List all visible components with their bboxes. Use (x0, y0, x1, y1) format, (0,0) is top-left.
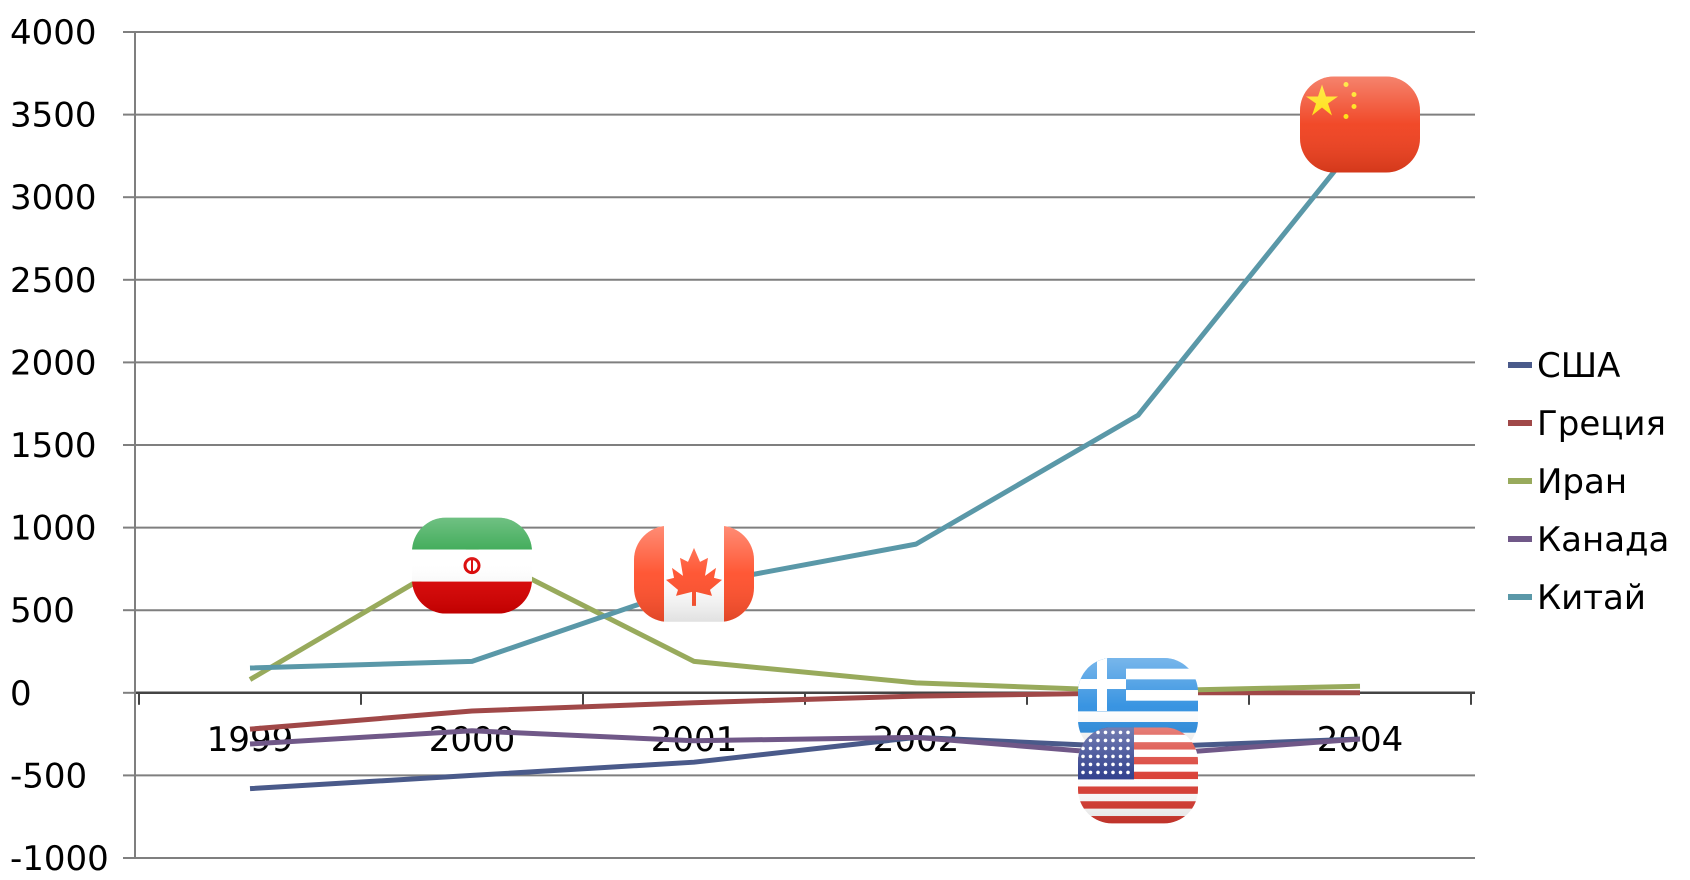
x-tick-label: 2000 (429, 720, 516, 760)
legend: США Греция Иран Канада Китай (1508, 346, 1669, 618)
y-tick-label: 4000 (10, 13, 97, 53)
y-tick-label: 500 (10, 591, 75, 631)
usa-flag-icon (1078, 727, 1198, 824)
iran-flag-icon (412, 517, 532, 614)
y-tick-label: -1000 (10, 839, 109, 879)
series-line (249, 137, 1362, 671)
legend-label: Греция (1537, 404, 1666, 444)
y-tick-label: 3500 (10, 96, 97, 136)
y-axis-tick-labels: 4000 3500 3000 2500 2000 1500 1000 500 0 -500 -100… (10, 13, 109, 879)
y-tick-label: 0 (10, 674, 32, 714)
y-tick-label: 3000 (10, 178, 97, 218)
flag-icons (412, 76, 1420, 824)
y-tick-label: -500 (10, 756, 87, 796)
y-tick-label: 1000 (10, 509, 97, 549)
y-tick-label: 2000 (10, 343, 97, 383)
legend-label: Китай (1537, 578, 1646, 618)
y-tick-label: 2500 (10, 261, 97, 301)
legend-label: Иран (1537, 462, 1627, 502)
y-tick-label: 1500 (10, 426, 97, 466)
legend-label: Канада (1537, 520, 1669, 560)
gridlines (123, 31, 1475, 859)
legend-label: США (1537, 346, 1620, 386)
canada-flag-icon (634, 525, 754, 622)
china-flag-icon (1300, 76, 1420, 173)
